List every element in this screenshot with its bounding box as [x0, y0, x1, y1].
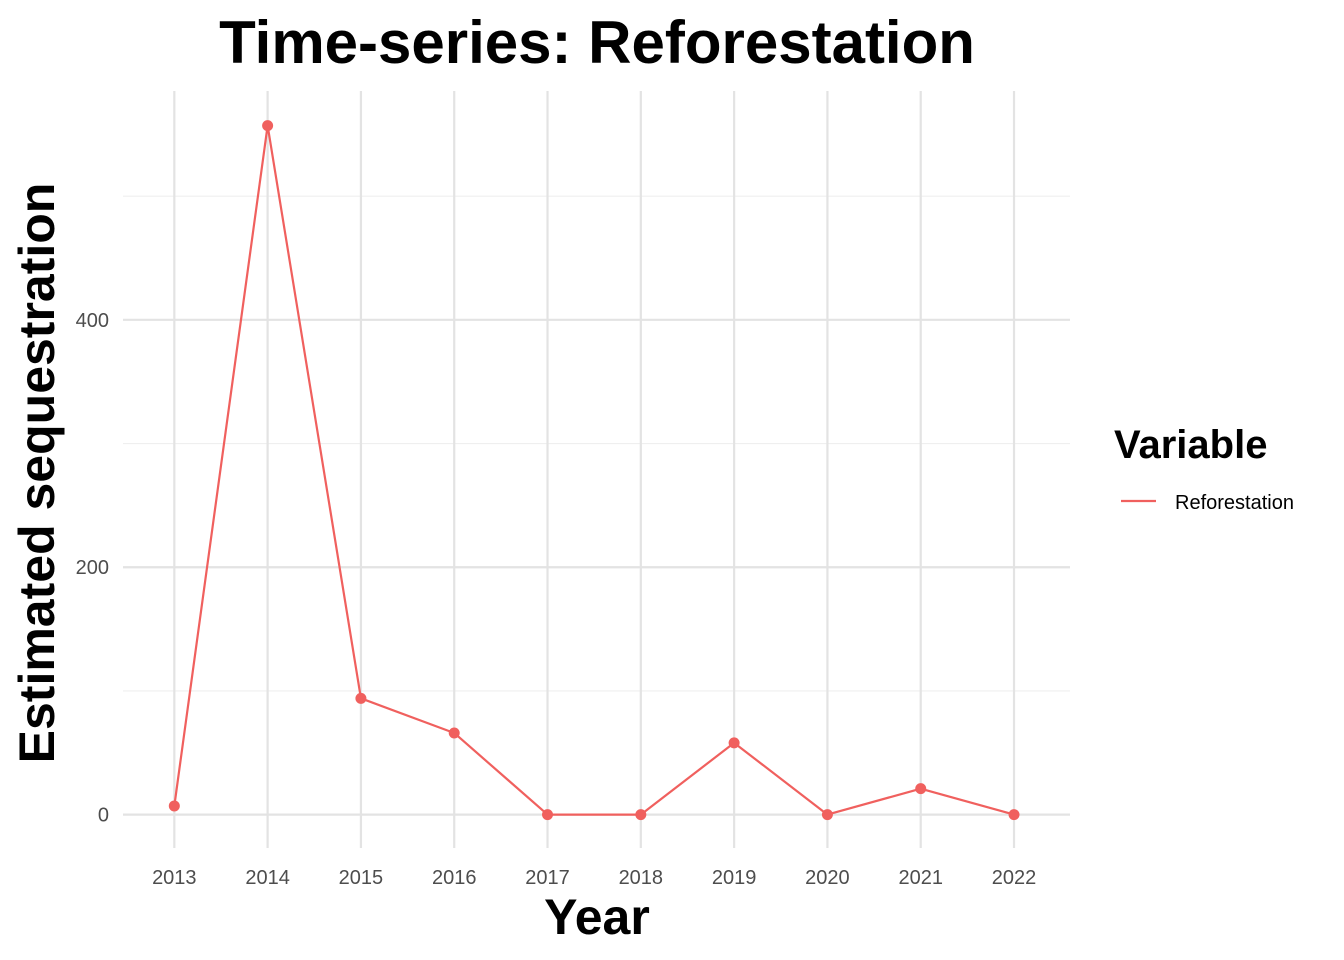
y-axis-title: Estimated sequestration [9, 183, 65, 764]
grid [123, 91, 1070, 848]
legend: Variable Reforestation [1114, 423, 1294, 514]
series-layer [168, 120, 1020, 821]
y-tick-label: 200 [76, 557, 109, 579]
data-point [728, 737, 740, 749]
x-axis-ticks: 2013 2014 2015 2016 2017 2018 2019 2020 2021 2022 [152, 867, 1036, 889]
y-axis-ticks: 0 200 400 [76, 310, 109, 827]
x-tick-label: 2017 [525, 867, 570, 889]
data-point [1008, 809, 1020, 821]
data-point [448, 727, 460, 739]
data-point [542, 809, 554, 821]
data-point [821, 809, 833, 821]
data-point [168, 800, 180, 812]
series-line-reforestation [173, 124, 1015, 816]
x-axis-title: Year [544, 889, 650, 945]
chart-title: Time-series: Reforestation [219, 9, 975, 76]
x-tick-label: 2015 [339, 867, 384, 889]
legend-title: Variable [1114, 423, 1267, 467]
x-tick-label: 2016 [432, 867, 477, 889]
x-tick-label: 2020 [805, 867, 850, 889]
data-point [355, 692, 367, 704]
x-tick-label: 2013 [152, 867, 197, 889]
legend-label-reforestation: Reforestation [1175, 492, 1294, 514]
x-tick-label: 2019 [712, 867, 757, 889]
y-tick-label: 0 [98, 805, 109, 827]
data-point [262, 120, 274, 132]
x-tick-label: 2021 [898, 867, 943, 889]
x-tick-label: 2018 [619, 867, 664, 889]
data-point [915, 783, 927, 795]
data-point [635, 809, 647, 821]
y-tick-label: 400 [76, 310, 109, 332]
x-tick-label: 2022 [992, 867, 1037, 889]
x-tick-label: 2014 [245, 867, 290, 889]
